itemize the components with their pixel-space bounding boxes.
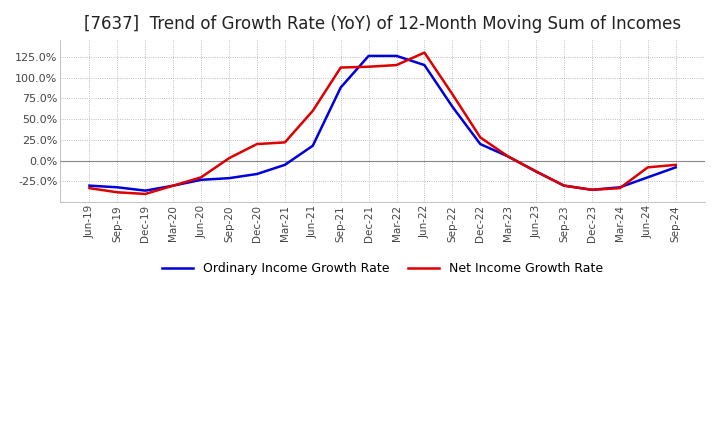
Ordinary Income Growth Rate [169, 183, 178, 188]
Ordinary Income Growth Rate [197, 177, 205, 183]
Ordinary Income Growth Rate [141, 188, 150, 193]
Legend: Ordinary Income Growth Rate, Net Income Growth Rate: Ordinary Income Growth Rate, Net Income … [157, 257, 608, 280]
Net Income Growth Rate [364, 64, 373, 70]
Net Income Growth Rate [169, 183, 178, 188]
Net Income Growth Rate [420, 50, 429, 55]
Net Income Growth Rate [197, 175, 205, 180]
Ordinary Income Growth Rate [308, 143, 317, 148]
Ordinary Income Growth Rate [253, 171, 261, 176]
Ordinary Income Growth Rate [336, 85, 345, 90]
Ordinary Income Growth Rate [420, 62, 429, 68]
Net Income Growth Rate [392, 62, 401, 68]
Ordinary Income Growth Rate [644, 175, 652, 180]
Ordinary Income Growth Rate [281, 162, 289, 168]
Line: Net Income Growth Rate: Net Income Growth Rate [89, 53, 675, 194]
Line: Ordinary Income Growth Rate: Ordinary Income Growth Rate [89, 56, 675, 191]
Net Income Growth Rate [225, 156, 233, 161]
Net Income Growth Rate [308, 108, 317, 114]
Ordinary Income Growth Rate [448, 104, 456, 109]
Net Income Growth Rate [532, 169, 541, 174]
Ordinary Income Growth Rate [616, 185, 624, 190]
Net Income Growth Rate [504, 154, 513, 159]
Ordinary Income Growth Rate [364, 53, 373, 59]
Net Income Growth Rate [141, 191, 150, 197]
Net Income Growth Rate [448, 92, 456, 97]
Ordinary Income Growth Rate [671, 165, 680, 170]
Net Income Growth Rate [644, 165, 652, 170]
Net Income Growth Rate [671, 162, 680, 168]
Net Income Growth Rate [336, 65, 345, 70]
Ordinary Income Growth Rate [559, 183, 568, 188]
Ordinary Income Growth Rate [476, 141, 485, 147]
Ordinary Income Growth Rate [225, 176, 233, 181]
Net Income Growth Rate [616, 186, 624, 191]
Net Income Growth Rate [588, 187, 596, 192]
Ordinary Income Growth Rate [113, 185, 122, 190]
Net Income Growth Rate [113, 190, 122, 195]
Net Income Growth Rate [85, 186, 94, 191]
Net Income Growth Rate [281, 140, 289, 145]
Title: [7637]  Trend of Growth Rate (YoY) of 12-Month Moving Sum of Incomes: [7637] Trend of Growth Rate (YoY) of 12-… [84, 15, 681, 33]
Ordinary Income Growth Rate [588, 187, 596, 192]
Net Income Growth Rate [476, 135, 485, 140]
Ordinary Income Growth Rate [504, 154, 513, 159]
Net Income Growth Rate [253, 141, 261, 147]
Ordinary Income Growth Rate [392, 53, 401, 59]
Net Income Growth Rate [559, 183, 568, 188]
Ordinary Income Growth Rate [85, 183, 94, 188]
Ordinary Income Growth Rate [532, 169, 541, 174]
